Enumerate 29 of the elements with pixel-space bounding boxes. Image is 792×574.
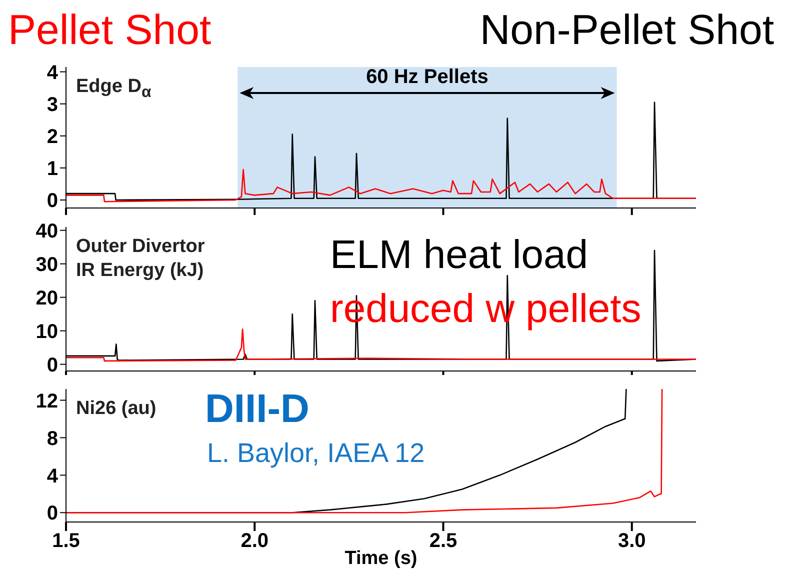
annotation: ELM heat load: [330, 233, 588, 277]
y-tick-label: 40: [36, 220, 58, 242]
y-tick-label: 8: [46, 428, 58, 450]
y-tick-label: 12: [36, 390, 58, 412]
annotation: L. Baylor, IAEA 12: [207, 438, 425, 469]
y-tick-label: 4: [46, 465, 59, 488]
line-series: [66, 168, 696, 202]
y-tick-label: 3: [46, 94, 58, 116]
series-label: Non-Pellet Shot: [480, 6, 774, 54]
y-tick-label: 0: [46, 190, 58, 212]
y-tick-label: 20: [36, 287, 58, 310]
text: Pellet Shot: [8, 6, 212, 54]
band-label: 60 Hz Pellets: [366, 66, 488, 88]
y-tick-label: 0: [46, 354, 58, 376]
y-axis-title: Ni26 (au): [76, 397, 156, 421]
x-tick-label: 3.0: [618, 530, 646, 552]
y-axis-title: Outer Divertor IR Energy (kJ): [76, 235, 205, 283]
x-tick-label: 1.5: [52, 530, 80, 552]
annotation: DIII-D: [205, 387, 310, 431]
y-tick-label: 2: [46, 126, 58, 148]
y-tick-label: 30: [36, 254, 58, 276]
y-tick-label: 10: [36, 320, 58, 343]
x-tick-label: 2.5: [429, 530, 458, 552]
y-axis-title: Edge D$_{α}$: [76, 75, 152, 103]
y-tick-label: 1: [46, 158, 58, 180]
x-axis-title: Time (s): [344, 548, 418, 569]
y-tick-label: 0: [46, 502, 58, 525]
x-tick-label: 2.0: [240, 530, 269, 552]
y-tick-label: 4: [46, 62, 59, 84]
